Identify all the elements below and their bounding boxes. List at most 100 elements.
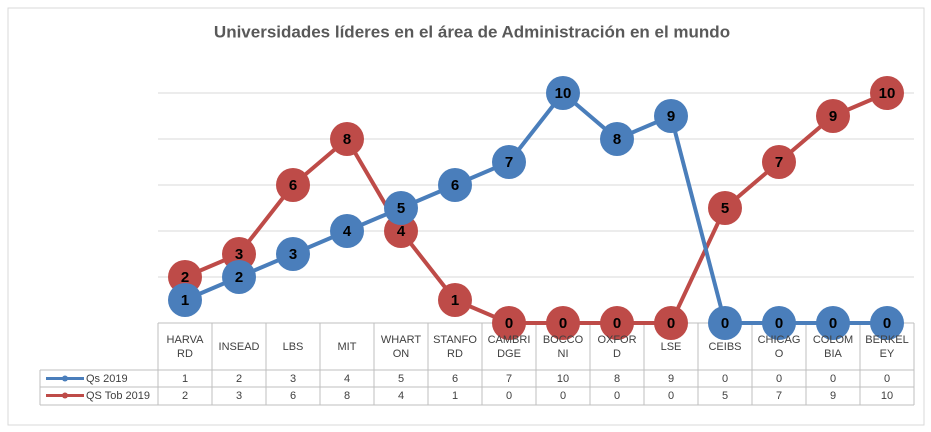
point-marker <box>600 122 634 156</box>
point-marker <box>384 191 418 225</box>
table-value: 6 <box>289 389 297 402</box>
chart-frame <box>7 7 925 426</box>
point-marker <box>546 306 580 340</box>
chart-title: Universidades líderes en el área de Admi… <box>214 22 730 41</box>
data-label: 1 <box>181 292 189 309</box>
data-label: 6 <box>289 177 297 194</box>
data-label: 2 <box>235 269 243 286</box>
data-label: 8 <box>613 131 621 148</box>
data-label: 0 <box>613 315 621 332</box>
data-label: 0 <box>883 315 891 332</box>
table-value: 0 <box>883 372 891 385</box>
point-marker <box>276 168 310 202</box>
table-value: 7 <box>775 389 783 402</box>
x-tick-label: BOCCONI <box>542 333 584 360</box>
point-marker <box>870 306 904 340</box>
table-value: 6 <box>451 372 459 385</box>
x-tick-label: BERKELEY <box>865 333 909 360</box>
x-tick-label: LBS <box>282 340 304 353</box>
table-value: 4 <box>397 389 405 402</box>
data-label: 9 <box>829 108 837 125</box>
x-tick-label: CHICAGO <box>757 333 801 360</box>
point-marker <box>168 283 202 317</box>
table-value: 3 <box>289 372 297 385</box>
table-value: 3 <box>235 389 243 402</box>
point-marker <box>708 306 742 340</box>
point-marker <box>654 99 688 133</box>
point-marker <box>492 306 526 340</box>
point-marker <box>438 283 472 317</box>
data-label: 0 <box>775 315 783 332</box>
x-tick-label: WHARTON <box>380 333 422 360</box>
table-value: 8 <box>613 372 621 385</box>
data-label: 7 <box>775 154 783 171</box>
data-label: 8 <box>343 131 351 148</box>
point-marker <box>330 214 364 248</box>
x-tick-label: CEIBS <box>708 340 742 353</box>
data-label: 0 <box>667 315 675 332</box>
point-marker <box>222 260 256 294</box>
legend-marker <box>62 392 68 399</box>
point-marker <box>870 76 904 110</box>
data-label: 0 <box>559 315 567 332</box>
legend-label: QS Tob 2019 <box>86 389 151 402</box>
legend-marker <box>62 375 68 382</box>
legend-label: Qs 2019 <box>86 372 128 385</box>
point-marker <box>654 306 688 340</box>
table-value: 2 <box>235 372 243 385</box>
point-marker <box>816 306 850 340</box>
data-label: 0 <box>829 315 837 332</box>
point-marker <box>816 99 850 133</box>
data-label: 0 <box>721 315 729 332</box>
point-marker <box>762 306 796 340</box>
data-label: 2 <box>181 269 189 286</box>
x-tick-label: MIT <box>337 340 357 353</box>
table-value: 8 <box>343 389 351 402</box>
data-label: 1 <box>451 292 459 309</box>
table-value: 5 <box>721 389 729 402</box>
table-value: 0 <box>667 389 675 402</box>
data-label: 3 <box>235 246 243 263</box>
table-value: 0 <box>613 389 621 402</box>
table-value: 0 <box>559 389 567 402</box>
data-label: 4 <box>397 223 406 240</box>
table-value: 9 <box>829 389 837 402</box>
table-value: 0 <box>775 372 783 385</box>
x-tick-label: STANFORD <box>433 333 477 360</box>
point-marker <box>708 191 742 225</box>
point-marker <box>438 168 472 202</box>
data-label: 9 <box>667 108 675 125</box>
data-label: 10 <box>879 85 896 102</box>
x-tick-label: CAMBRIDGE <box>487 333 531 360</box>
point-marker <box>600 306 634 340</box>
data-label: 5 <box>397 200 405 217</box>
data-label: 5 <box>721 200 729 217</box>
data-label: 6 <box>451 177 459 194</box>
data-label: 3 <box>289 246 297 263</box>
data-label: 7 <box>505 154 513 171</box>
table-value: 4 <box>343 372 351 385</box>
point-marker <box>276 237 310 271</box>
point-marker <box>762 145 796 179</box>
x-tick-label: INSEAD <box>218 340 260 353</box>
x-tick-label: COLOMBIA <box>812 333 854 360</box>
x-tick-label: OXFORD <box>597 333 637 360</box>
data-label: 10 <box>555 85 572 102</box>
data-label: 0 <box>505 315 513 332</box>
point-marker <box>330 122 364 156</box>
table-value: 1 <box>451 389 459 402</box>
table-value: 9 <box>667 372 675 385</box>
table-value: 0 <box>505 389 513 402</box>
table-value: 10 <box>556 372 570 385</box>
x-tick-label: LSE <box>660 340 682 353</box>
table-value: 1 <box>181 372 189 385</box>
point-marker <box>546 76 580 110</box>
table-value: 10 <box>880 389 894 402</box>
table-value: 0 <box>721 372 729 385</box>
x-tick-label: HARVARD <box>166 333 204 360</box>
data-label: 4 <box>343 223 352 240</box>
table-value: 5 <box>397 372 405 385</box>
table-value: 2 <box>181 389 189 402</box>
point-marker <box>492 145 526 179</box>
